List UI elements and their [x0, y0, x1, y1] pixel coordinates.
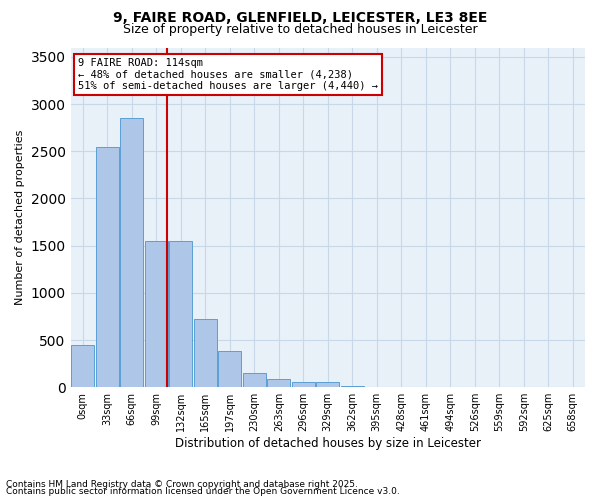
Bar: [242, 373, 266, 387]
Bar: [169, 241, 193, 387]
Text: 9 FAIRE ROAD: 114sqm
← 48% of detached houses are smaller (4,238)
51% of semi-de: 9 FAIRE ROAD: 114sqm ← 48% of detached h…: [78, 58, 378, 91]
Bar: [194, 320, 217, 387]
Bar: [218, 352, 241, 387]
Text: 9, FAIRE ROAD, GLENFIELD, LEICESTER, LE3 8EE: 9, FAIRE ROAD, GLENFIELD, LEICESTER, LE3…: [113, 11, 487, 25]
Bar: [267, 378, 290, 387]
Text: Size of property relative to detached houses in Leicester: Size of property relative to detached ho…: [122, 22, 478, 36]
X-axis label: Distribution of detached houses by size in Leicester: Distribution of detached houses by size …: [175, 437, 481, 450]
Bar: [95, 146, 119, 387]
Bar: [316, 382, 340, 387]
Bar: [71, 344, 94, 387]
Bar: [120, 118, 143, 387]
Bar: [341, 386, 364, 387]
Text: Contains public sector information licensed under the Open Government Licence v3: Contains public sector information licen…: [6, 487, 400, 496]
Y-axis label: Number of detached properties: Number of detached properties: [15, 130, 25, 305]
Bar: [292, 382, 315, 387]
Bar: [145, 241, 168, 387]
Text: Contains HM Land Registry data © Crown copyright and database right 2025.: Contains HM Land Registry data © Crown c…: [6, 480, 358, 489]
